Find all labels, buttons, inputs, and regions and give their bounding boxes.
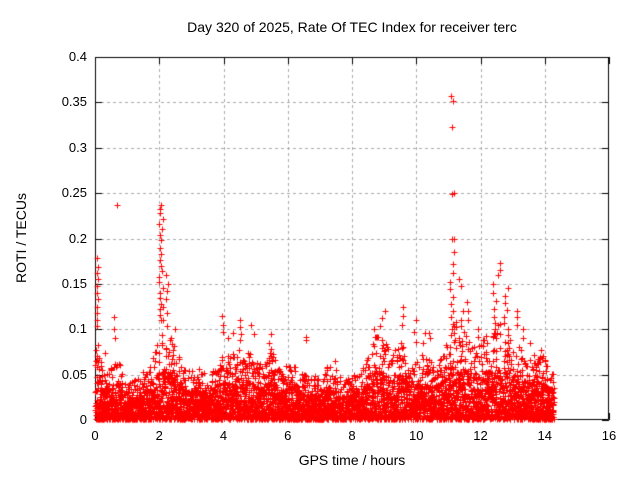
x-tick-label: 14 — [537, 428, 552, 443]
x-tick-label: 8 — [348, 428, 356, 443]
y-tick-label: 0.4 — [68, 49, 87, 64]
x-tick-label: 16 — [601, 428, 617, 443]
y-tick-label: 0.1 — [68, 321, 87, 337]
x-tick-label: 4 — [219, 428, 228, 443]
x-tick-label: 12 — [473, 428, 488, 443]
x-tick-label: 2 — [155, 428, 163, 443]
x-tick-label: 10 — [409, 428, 424, 443]
y-tick-label: 0.3 — [68, 139, 87, 155]
chart-title: Day 320 of 2025, Rate Of TEC Index for r… — [187, 19, 517, 35]
y-tick-label: 0.15 — [61, 275, 87, 291]
y-tick-label: 0.05 — [61, 366, 87, 382]
y-tick-label: 0 — [79, 412, 87, 427]
y-tick-label: 0.25 — [61, 185, 87, 201]
y-tick-label: 0.2 — [68, 230, 87, 246]
y-tick-label: 0.35 — [61, 94, 87, 110]
x-tick-label: 6 — [284, 428, 292, 443]
x-axis-label: GPS time / hours — [298, 452, 406, 468]
x-tick-label: 0 — [91, 428, 99, 443]
